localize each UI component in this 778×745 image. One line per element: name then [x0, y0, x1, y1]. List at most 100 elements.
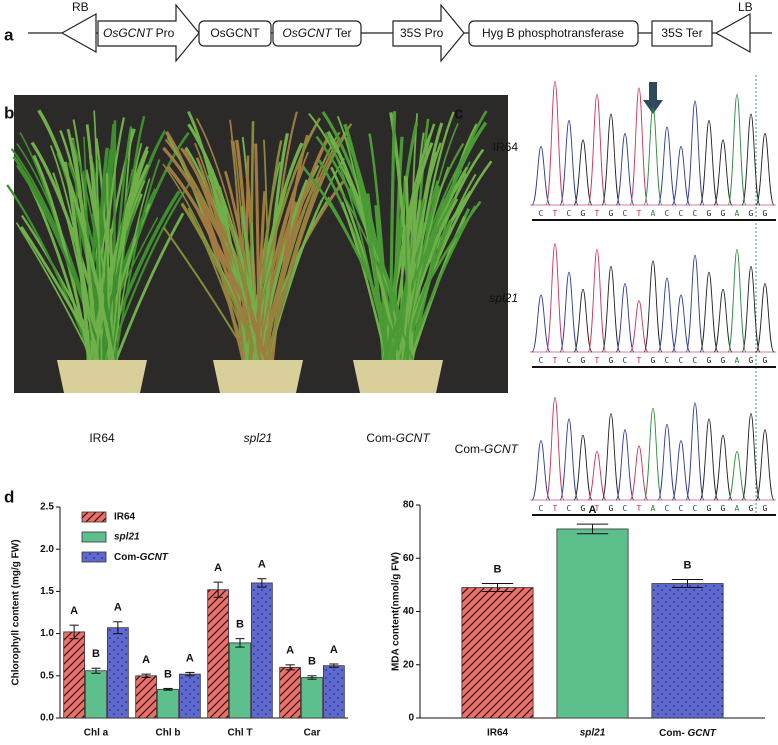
trace-peak [545, 243, 565, 353]
trace-peak [713, 139, 733, 206]
bar [301, 677, 323, 719]
significance-label: B [164, 668, 172, 680]
significance-label: A [214, 562, 222, 574]
panel-label: c [454, 103, 463, 122]
trace-peak [699, 271, 719, 353]
significance-label: B [494, 563, 502, 575]
plants [6, 109, 493, 393]
trace-peak [601, 413, 621, 501]
trace-peak [755, 133, 775, 206]
leaf [52, 172, 98, 361]
leaf [97, 130, 166, 361]
trace-peak [629, 445, 649, 501]
y-tick-label: 2.0 [40, 544, 54, 555]
bar [461, 587, 534, 719]
leaf [6, 184, 94, 361]
bar [157, 688, 179, 719]
trace-peak [727, 450, 747, 501]
x-tick-label: Car [304, 728, 321, 739]
leaf [400, 219, 452, 361]
trace-peak [713, 434, 733, 501]
trace-peak [531, 146, 551, 206]
trace-peak [685, 254, 705, 353]
trace-peak [727, 94, 747, 206]
leaf [107, 182, 191, 361]
significance-label: B [236, 619, 244, 631]
y-tick-label: 1.5 [40, 586, 54, 597]
y-axis-label: Chlorophyll content (mg/g FW) [11, 539, 22, 685]
terminator-box [272, 20, 362, 47]
leaf [302, 166, 405, 361]
pot [353, 360, 443, 393]
trace-peak [699, 120, 719, 206]
bar [251, 582, 273, 719]
x-tick-label: IR64 [487, 728, 509, 739]
y-tick-label: 0 [408, 713, 414, 724]
trace-peak [741, 413, 761, 501]
legend-label: Com-GCNT [114, 552, 169, 563]
trace-peak [573, 139, 593, 206]
significance-label: A [258, 559, 266, 571]
trace-peak [615, 429, 635, 501]
leaf [262, 131, 341, 361]
lb-border [714, 12, 751, 54]
panel-label: d [4, 487, 14, 506]
trace-peak [587, 248, 607, 353]
trace-peak [685, 100, 705, 206]
promoter-arrow [97, 3, 200, 63]
element-label: Hyg B phosphotransferase [482, 26, 624, 40]
legend-label: spl21 [114, 532, 140, 543]
y-tick-label: 20 [403, 659, 415, 670]
element-label: OsGCNT [210, 26, 260, 40]
trace-peak [629, 87, 649, 206]
y-tick-label: 80 [403, 500, 415, 511]
promoter-arrow [392, 3, 465, 63]
trace-peak [755, 429, 775, 501]
x-tick-label: Chl a [84, 728, 109, 739]
element-label: 35S Ter [661, 26, 702, 40]
gene-box [198, 20, 272, 47]
bar [229, 642, 251, 719]
trace-peak [643, 260, 663, 353]
legend-swatch [81, 511, 107, 523]
leaf [15, 164, 105, 361]
trace-peak [657, 423, 677, 501]
leaf [195, 157, 248, 361]
leaf [326, 130, 401, 361]
significance-label: A [142, 654, 150, 666]
significance-label: A [186, 652, 194, 664]
trace-peak [741, 266, 761, 353]
photo-label: Com-GCNT [366, 431, 431, 445]
panel-d: d 0.0 0.5 1.0 1.5 2.0 2.5 Chlorophyll content … [4, 487, 765, 739]
trace-peak [559, 271, 579, 353]
legend-label: IR64 [114, 512, 136, 523]
sample-label: IR64 [493, 140, 519, 154]
bar [107, 627, 129, 719]
lb-label: LB [738, 0, 753, 14]
chromatograms: IR64 C T C G T G C T A C C C G G A G G spl21 C T C G T G C T G C C C G G… [455, 81, 776, 516]
y-tick-label: 0.5 [40, 670, 54, 681]
leaf [109, 142, 143, 361]
bar [279, 666, 301, 719]
y-tick-label: 2.5 [40, 502, 54, 513]
trace-peak [615, 133, 635, 206]
y-axis-label: MDA content(nmol/g FW) [391, 552, 402, 671]
terminator-box [651, 20, 713, 47]
leaf [111, 178, 151, 361]
element-label: OsGCNT Pro [103, 26, 175, 40]
leaf [15, 222, 94, 361]
x-tick-label: Chl T [228, 728, 253, 739]
trace-peak [685, 402, 705, 501]
bar [135, 675, 157, 719]
panel-a: a RB OsGCNT Pro OsGCNT OsGCNT Ter 35S Pr… [4, 0, 772, 63]
legend-swatch [81, 551, 107, 563]
trace-peak [671, 146, 691, 206]
trace-peak [559, 418, 579, 501]
leaf [343, 123, 389, 361]
x-tick-label: Chl b [156, 728, 181, 739]
leaf [66, 128, 99, 361]
y-tick-label: 40 [403, 606, 415, 617]
